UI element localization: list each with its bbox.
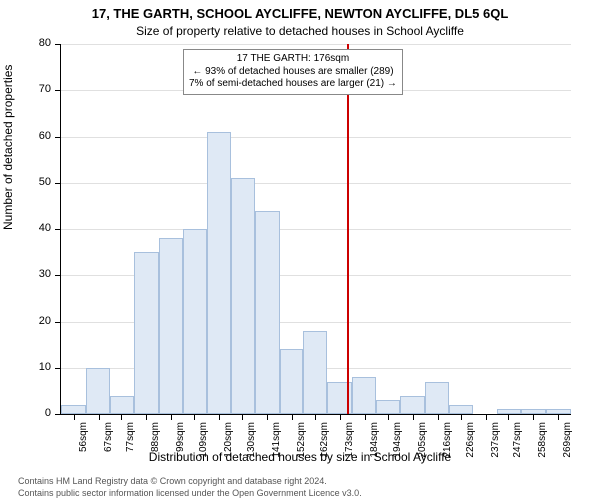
annotation-line-1: 17 THE GARTH: 176sqm: [189, 53, 397, 66]
annotation-line-2: ← 93% of detached houses are smaller (28…: [189, 66, 397, 79]
x-tick-label: 258sqm: [537, 422, 548, 472]
footer-copyright-1: Contains HM Land Registry data © Crown c…: [18, 476, 327, 486]
y-tick-label: 0: [21, 407, 51, 419]
histogram-bar: [207, 132, 231, 414]
y-tick: [55, 229, 61, 230]
y-tick: [55, 322, 61, 323]
histogram-bar: [231, 178, 255, 414]
grid-line: [61, 137, 571, 138]
x-tick: [461, 414, 462, 420]
chart-title-main: 17, THE GARTH, SCHOOL AYCLIFFE, NEWTON A…: [0, 6, 600, 21]
grid-line: [61, 229, 571, 230]
histogram-bar: [159, 238, 183, 414]
y-tick-label: 20: [21, 315, 51, 327]
histogram-bar: [110, 396, 134, 415]
x-tick: [99, 414, 100, 420]
y-tick: [55, 44, 61, 45]
histogram-bar: [255, 211, 280, 415]
y-tick: [55, 137, 61, 138]
y-tick: [55, 90, 61, 91]
x-tick: [558, 414, 559, 420]
x-tick: [438, 414, 439, 420]
x-tick: [388, 414, 389, 420]
histogram-bar: [449, 405, 473, 414]
histogram-bar: [376, 400, 400, 414]
x-tick-label: 194sqm: [392, 422, 403, 472]
y-tick-label: 50: [21, 176, 51, 188]
x-tick: [74, 414, 75, 420]
x-tick: [242, 414, 243, 420]
chart-container: 17, THE GARTH, SCHOOL AYCLIFFE, NEWTON A…: [0, 0, 600, 500]
x-tick-label: 237sqm: [490, 422, 501, 472]
x-tick-label: 216sqm: [442, 422, 453, 472]
histogram-bar: [86, 368, 110, 414]
y-tick: [55, 275, 61, 276]
x-tick-label: 247sqm: [512, 422, 523, 472]
reference-line: [347, 44, 349, 414]
x-tick: [267, 414, 268, 420]
chart-title-sub: Size of property relative to detached ho…: [0, 24, 600, 38]
x-tick-label: 130sqm: [246, 422, 257, 472]
x-tick-label: 205sqm: [417, 422, 428, 472]
x-tick-label: 269sqm: [562, 422, 573, 472]
x-tick-label: 56sqm: [78, 422, 89, 472]
x-tick: [292, 414, 293, 420]
y-tick-label: 60: [21, 130, 51, 142]
histogram-bar: [303, 331, 327, 414]
grid-line: [61, 44, 571, 45]
y-tick-label: 80: [21, 37, 51, 49]
x-axis-label: Distribution of detached houses by size …: [0, 450, 600, 464]
histogram-bar: [352, 377, 376, 414]
histogram-bar: [400, 396, 425, 415]
x-tick-label: 67sqm: [103, 422, 114, 472]
x-tick: [340, 414, 341, 420]
y-axis-label: Number of detached properties: [1, 65, 15, 230]
x-tick: [508, 414, 509, 420]
x-tick: [146, 414, 147, 420]
y-tick: [55, 368, 61, 369]
y-tick-label: 40: [21, 222, 51, 234]
x-tick-label: 173sqm: [344, 422, 355, 472]
x-tick: [219, 414, 220, 420]
x-tick: [486, 414, 487, 420]
x-tick-label: 99sqm: [175, 422, 186, 472]
histogram-bar: [183, 229, 207, 414]
footer-copyright-2: Contains public sector information licen…: [18, 488, 362, 498]
grid-line: [61, 183, 571, 184]
x-tick: [315, 414, 316, 420]
histogram-bar: [425, 382, 449, 414]
y-tick: [55, 414, 61, 415]
y-tick: [55, 183, 61, 184]
x-tick: [171, 414, 172, 420]
x-tick-label: 77sqm: [125, 422, 136, 472]
histogram-bar: [61, 405, 86, 414]
x-tick: [413, 414, 414, 420]
y-tick-label: 70: [21, 83, 51, 95]
x-tick: [121, 414, 122, 420]
x-tick-label: 88sqm: [150, 422, 161, 472]
x-tick: [365, 414, 366, 420]
x-tick-label: 152sqm: [296, 422, 307, 472]
x-tick: [194, 414, 195, 420]
x-tick-label: 226sqm: [465, 422, 476, 472]
annotation-box: 17 THE GARTH: 176sqm← 93% of detached ho…: [183, 49, 403, 95]
x-tick-label: 109sqm: [198, 422, 209, 472]
x-tick-label: 141sqm: [271, 422, 282, 472]
y-tick-label: 30: [21, 268, 51, 280]
y-tick-label: 10: [21, 361, 51, 373]
x-tick-label: 162sqm: [319, 422, 330, 472]
annotation-line-3: 7% of semi-detached houses are larger (2…: [189, 78, 397, 91]
x-tick-label: 184sqm: [369, 422, 380, 472]
x-tick: [533, 414, 534, 420]
x-tick-label: 120sqm: [223, 422, 234, 472]
histogram-bar: [134, 252, 159, 414]
plot-area: 0102030405060708017 THE GARTH: 176sqm← 9…: [60, 44, 571, 415]
histogram-bar: [280, 349, 304, 414]
